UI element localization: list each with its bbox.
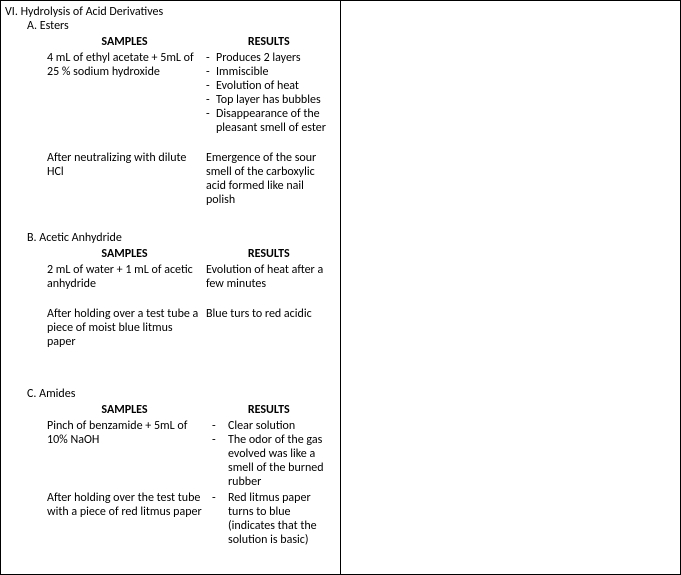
sample-cell: 4 mL of ethyl acetate + 5mL of 25 % sodi… [9, 51, 202, 135]
section-b-label: B. Acetic Anhydride [27, 231, 332, 245]
result-cell: Evolution of heat after a few minutes [202, 263, 332, 291]
result-cell: Blue turs to red acidic [202, 307, 332, 349]
result-item: Evolution of heat [206, 79, 332, 93]
table-row: 4 mL of ethyl acetate + 5mL of 25 % sodi… [9, 51, 332, 135]
samples-header: SAMPLES [47, 403, 202, 417]
table-row: After neutralizing with dilute HCl Emerg… [9, 151, 332, 207]
sample-cell: After neutralizing with dilute HCl [9, 151, 202, 207]
section-a-label: A. Esters [27, 19, 332, 33]
sample-cell: 2 mL of water + 1 mL of acetic anhydride [9, 263, 202, 291]
samples-header: SAMPLES [47, 35, 202, 49]
table-row: 2 mL of water + 1 mL of acetic anhydride… [9, 263, 332, 291]
sample-cell: After holding over a test tube a piece o… [9, 307, 202, 349]
results-header: RESULTS [206, 35, 332, 49]
result-cell: Produces 2 layers Immiscible Evolution o… [202, 51, 332, 135]
result-item: Disappearance of the pleasant smell of e… [206, 107, 332, 135]
samples-header: SAMPLES [47, 247, 202, 261]
section-a-header-row: SAMPLES RESULTS [9, 35, 332, 49]
result-cell: Red litmus paper turns to blue (indicate… [202, 491, 332, 547]
table-row: Pinch of benzamide + 5mL of 10% NaOH Cle… [9, 419, 332, 489]
result-item: Immiscible [206, 65, 332, 79]
section-c-label: C. Amides [27, 387, 332, 401]
results-header: RESULTS [206, 403, 332, 417]
table-row: After holding over a test tube a piece o… [9, 307, 332, 349]
sample-cell: Pinch of benzamide + 5mL of 10% NaOH [9, 419, 202, 489]
results-header: RESULTS [206, 247, 332, 261]
result-cell: Clear solution The odor of the gas evolv… [202, 419, 332, 489]
result-item: Red litmus paper turns to blue (indicate… [206, 491, 332, 547]
result-item: Clear solution [206, 419, 332, 433]
table-row: After holding over the test tube with a … [9, 491, 332, 547]
section-b-header-row: SAMPLES RESULTS [9, 247, 332, 261]
left-column: VI. Hydrolysis of Acid Derivatives A. Es… [0, 0, 341, 575]
result-item: The odor of the gas evolved was like a s… [206, 433, 332, 489]
page: VI. Hydrolysis of Acid Derivatives A. Es… [0, 0, 681, 575]
section-c-header-row: SAMPLES RESULTS [9, 403, 332, 417]
result-item: Top layer has bubbles [206, 93, 332, 107]
sample-cell: After holding over the test tube with a … [9, 491, 202, 547]
main-title: VI. Hydrolysis of Acid Derivatives [5, 5, 332, 19]
right-column [341, 0, 681, 575]
result-cell: Emergence of the sour smell of the carbo… [202, 151, 332, 207]
result-item: Produces 2 layers [206, 51, 332, 65]
